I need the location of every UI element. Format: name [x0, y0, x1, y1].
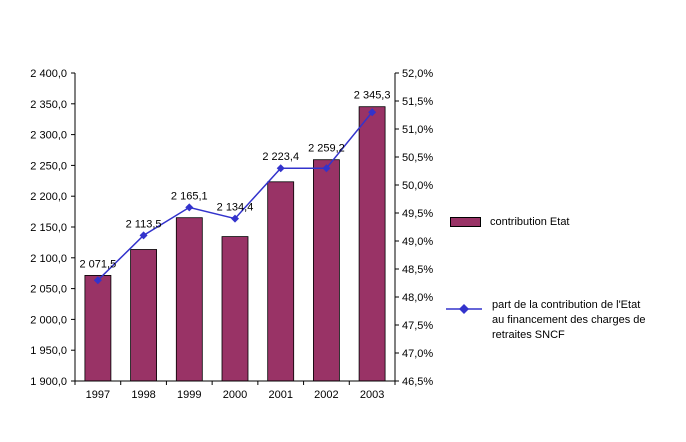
left-axis-tick-label: 2 350,0	[30, 99, 67, 111]
bar-data-label: 2 259,2	[308, 143, 345, 155]
bar-legend-label: contribution Etat	[490, 216, 570, 228]
left-axis-tick-label: 2 400,0	[30, 68, 67, 80]
line-marker-2002	[322, 164, 331, 173]
bar-data-label: 2 345,3	[354, 90, 391, 102]
line-marker-1998	[139, 231, 148, 240]
bar-legend-swatch	[450, 217, 481, 227]
right-axis-tick-label: 51,0%	[402, 124, 433, 136]
bar-data-label: 2 223,4	[262, 151, 299, 163]
bar-data-label: 2 165,1	[171, 190, 208, 202]
x-axis-category-label: 1997	[86, 389, 110, 401]
x-axis-category-label: 2001	[268, 389, 292, 401]
bar-1997	[84, 274, 112, 382]
right-axis-tick-label: 48,0%	[402, 292, 433, 304]
line-legend-swatch-icon	[446, 304, 482, 314]
right-axis-tick-label: 46,5%	[402, 376, 433, 388]
left-axis-tick-label: 2 050,0	[30, 284, 67, 296]
x-axis-category-label: 1998	[131, 389, 155, 401]
right-axis-tick-label: 47,0%	[402, 348, 433, 360]
x-axis-category-label: 2000	[223, 389, 247, 401]
line-marker-1997	[93, 276, 102, 285]
bar-1998	[130, 249, 158, 382]
left-axis-tick-label: 1 950,0	[30, 345, 67, 357]
line-marker-1999	[185, 203, 194, 212]
bar-data-label: 2 113,5	[126, 218, 162, 230]
bar-2001	[267, 181, 295, 382]
bar-1999	[175, 217, 203, 382]
bar-legend-swatch-icon	[450, 217, 481, 227]
bar-data-label: 2 134,4	[217, 202, 254, 214]
bar-2002	[312, 159, 340, 382]
left-axis-tick-label: 2 150,0	[30, 222, 67, 234]
right-axis-tick-label: 52,0%	[402, 68, 433, 80]
right-axis-tick-label: 49,5%	[402, 208, 433, 220]
line-legend-label-line3: retraites SNCF	[492, 329, 565, 341]
left-axis-tick-label: 2 100,0	[30, 253, 67, 265]
right-axis-tick-label: 48,5%	[402, 264, 433, 276]
left-axis-tick-label: 2 200,0	[30, 191, 67, 203]
left-axis-tick-label: 1 900,0	[30, 376, 67, 388]
right-axis-tick-label: 51,5%	[402, 96, 433, 108]
line-legend-diamond-icon	[459, 304, 469, 314]
left-axis-tick-label: 2 250,0	[30, 160, 67, 172]
x-axis-category-label: 2003	[360, 389, 384, 401]
right-axis-tick-label: 50,5%	[402, 152, 433, 164]
x-axis-category-label: 1999	[177, 389, 201, 401]
line-legend-label: part de la contribution de l'Etat au fin…	[492, 298, 646, 343]
line-marker-2000	[231, 214, 239, 223]
bar-data-label: 2 071,5	[80, 258, 117, 270]
line-marker-2001	[276, 164, 285, 173]
right-axis-tick-label: 50,0%	[402, 180, 433, 192]
line-legend-label-line2: au financement des charges de	[492, 314, 646, 326]
left-axis-tick-label: 2 000,0	[30, 314, 67, 326]
right-axis-tick-label: 47,5%	[402, 320, 433, 332]
line-legend-label-line1: part de la contribution de l'Etat	[492, 299, 641, 311]
bar-2000	[221, 236, 249, 382]
bar-2003	[358, 106, 386, 382]
legend-item-line: part de la contribution de l'Etat au fin…	[446, 298, 646, 343]
left-axis-tick-label: 2 300,0	[30, 130, 67, 142]
line-marker-2003	[368, 108, 377, 117]
right-axis-tick-label: 49,0%	[402, 236, 433, 248]
legend-item-bar: contribution Etat	[450, 216, 570, 228]
x-axis-category-label: 2002	[314, 389, 338, 401]
